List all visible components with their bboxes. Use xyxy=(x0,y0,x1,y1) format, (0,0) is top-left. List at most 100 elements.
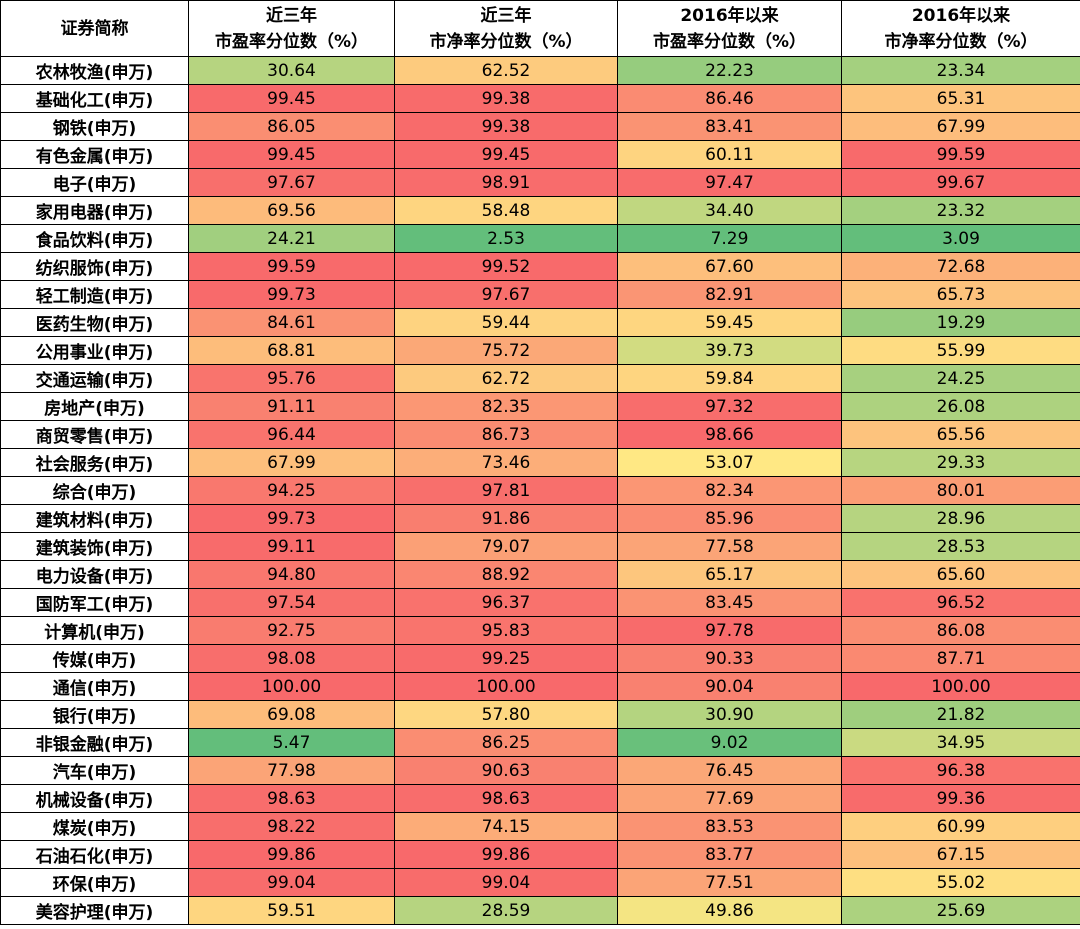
table-row: 电力设备(申万) 94.80 88.92 65.17 65.60 xyxy=(0,560,1080,589)
percentile-value-cell: 65.17 xyxy=(617,560,842,589)
percentile-value-cell: 83.45 xyxy=(617,588,842,617)
industry-name-cell: 汽车(申万) xyxy=(0,756,189,785)
percentile-value-cell: 97.54 xyxy=(188,588,395,617)
percentile-value-cell: 92.75 xyxy=(188,616,395,645)
percentile-value-cell: 55.99 xyxy=(841,336,1080,365)
industry-name-cell: 传媒(申万) xyxy=(0,644,189,673)
percentile-value-cell: 84.61 xyxy=(188,308,395,337)
industry-name-cell: 美容护理(申万) xyxy=(0,896,189,925)
header-row: 证券简称 近三年 市盈率分位数（%） 近三年 市净率分位数（%） 2016年以来 市盈率分位… xyxy=(0,0,1080,57)
percentile-value-cell: 24.21 xyxy=(188,224,395,253)
industry-name-cell: 综合(申万) xyxy=(0,476,189,505)
percentile-value-cell: 19.29 xyxy=(841,308,1080,337)
column-header-line: 市净率分位数（%） xyxy=(429,31,583,52)
percentile-value-cell: 77.69 xyxy=(617,784,842,813)
table-row: 银行(申万) 69.08 57.80 30.90 21.82 xyxy=(0,700,1080,729)
percentile-value-cell: 60.99 xyxy=(841,812,1080,841)
table-row: 建筑材料(申万) 99.73 91.86 85.96 28.96 xyxy=(0,504,1080,533)
percentile-value-cell: 96.37 xyxy=(394,588,618,617)
percentile-value-cell: 30.90 xyxy=(617,700,842,729)
industry-name-cell: 建筑装饰(申万) xyxy=(0,532,189,561)
percentile-value-cell: 2.53 xyxy=(394,224,618,253)
percentile-value-cell: 65.60 xyxy=(841,560,1080,589)
percentile-value-cell: 88.92 xyxy=(394,560,618,589)
column-header-line: 近三年 xyxy=(480,5,532,26)
percentile-value-cell: 28.59 xyxy=(394,896,618,925)
percentile-value-cell: 82.34 xyxy=(617,476,842,505)
percentile-value-cell: 77.98 xyxy=(188,756,395,785)
percentile-value-cell: 98.63 xyxy=(394,784,618,813)
table-row: 机械设备(申万) 98.63 98.63 77.69 99.36 xyxy=(0,784,1080,813)
percentile-value-cell: 67.60 xyxy=(617,252,842,281)
percentile-value-cell: 100.00 xyxy=(394,672,618,701)
industry-name-cell: 有色金属(申万) xyxy=(0,140,189,169)
percentile-value-cell: 69.08 xyxy=(188,700,395,729)
percentile-value-cell: 99.86 xyxy=(394,840,618,869)
percentile-value-cell: 34.95 xyxy=(841,728,1080,757)
percentile-value-cell: 23.34 xyxy=(841,56,1080,85)
percentile-value-cell: 62.52 xyxy=(394,56,618,85)
percentile-value-cell: 39.73 xyxy=(617,336,842,365)
percentile-value-cell: 30.64 xyxy=(188,56,395,85)
industry-name-cell: 钢铁(申万) xyxy=(0,112,189,141)
percentile-value-cell: 86.08 xyxy=(841,616,1080,645)
percentile-value-cell: 29.33 xyxy=(841,448,1080,477)
percentile-value-cell: 99.45 xyxy=(188,140,395,169)
percentile-value-cell: 69.56 xyxy=(188,196,395,225)
industry-name-cell: 商贸零售(申万) xyxy=(0,420,189,449)
percentile-value-cell: 90.33 xyxy=(617,644,842,673)
table-row: 电子(申万) 97.67 98.91 97.47 99.67 xyxy=(0,168,1080,197)
percentile-value-cell: 86.25 xyxy=(394,728,618,757)
table-row: 基础化工(申万) 99.45 99.38 86.46 65.31 xyxy=(0,84,1080,113)
percentile-value-cell: 99.59 xyxy=(841,140,1080,169)
table-row: 汽车(申万) 77.98 90.63 76.45 96.38 xyxy=(0,756,1080,785)
industry-name-cell: 建筑材料(申万) xyxy=(0,504,189,533)
percentile-value-cell: 65.56 xyxy=(841,420,1080,449)
table-row: 家用电器(申万) 69.56 58.48 34.40 23.32 xyxy=(0,196,1080,225)
column-header-1: 近三年 市盈率分位数（%） xyxy=(188,0,395,57)
percentile-value-cell: 28.96 xyxy=(841,504,1080,533)
industry-name-cell: 公用事业(申万) xyxy=(0,336,189,365)
percentile-value-cell: 99.25 xyxy=(394,644,618,673)
percentile-value-cell: 100.00 xyxy=(841,672,1080,701)
percentile-value-cell: 79.07 xyxy=(394,532,618,561)
table-row: 国防军工(申万) 97.54 96.37 83.45 96.52 xyxy=(0,588,1080,617)
industry-name-cell: 医药生物(申万) xyxy=(0,308,189,337)
table-row: 商贸零售(申万) 96.44 86.73 98.66 65.56 xyxy=(0,420,1080,449)
percentile-value-cell: 97.32 xyxy=(617,392,842,421)
table-row: 石油石化(申万) 99.86 99.86 83.77 67.15 xyxy=(0,840,1080,869)
percentile-value-cell: 99.52 xyxy=(394,252,618,281)
percentile-value-cell: 34.40 xyxy=(617,196,842,225)
table-row: 煤炭(申万) 98.22 74.15 83.53 60.99 xyxy=(0,812,1080,841)
industry-name-cell: 机械设备(申万) xyxy=(0,784,189,813)
table-row: 食品饮料(申万) 24.21 2.53 7.29 3.09 xyxy=(0,224,1080,253)
industry-name-cell: 轻工制造(申万) xyxy=(0,280,189,309)
percentile-value-cell: 57.80 xyxy=(394,700,618,729)
percentile-value-cell: 62.72 xyxy=(394,364,618,393)
percentile-value-cell: 99.38 xyxy=(394,84,618,113)
table-row: 非银金融(申万) 5.47 86.25 9.02 34.95 xyxy=(0,728,1080,757)
percentile-value-cell: 21.82 xyxy=(841,700,1080,729)
column-header-2: 近三年市净率分位数（%） xyxy=(394,0,618,57)
industry-name-cell: 计算机(申万) xyxy=(0,616,189,645)
column-header-4: 2016年以来 市净率分位数（%） xyxy=(841,0,1080,57)
percentile-value-cell: 99.67 xyxy=(841,168,1080,197)
percentile-value-cell: 91.11 xyxy=(188,392,395,421)
industry-name-cell: 农林牧渔(申万) xyxy=(0,56,189,85)
column-header-3: 2016年以来 市盈率分位数（%） xyxy=(617,0,842,57)
percentile-value-cell: 82.35 xyxy=(394,392,618,421)
percentile-value-cell: 98.63 xyxy=(188,784,395,813)
percentile-value-cell: 9.02 xyxy=(617,728,842,757)
percentile-value-cell: 65.73 xyxy=(841,280,1080,309)
percentile-value-cell: 26.08 xyxy=(841,392,1080,421)
table-row: 社会服务(申万) 67.99 73.46 53.07 29.33 xyxy=(0,448,1080,477)
percentile-value-cell: 95.76 xyxy=(188,364,395,393)
percentile-value-cell: 94.25 xyxy=(188,476,395,505)
table-row: 公用事业(申万) 68.81 75.72 39.73 55.99 xyxy=(0,336,1080,365)
industry-name-cell: 石油石化(申万) xyxy=(0,840,189,869)
percentile-value-cell: 24.25 xyxy=(841,364,1080,393)
percentile-value-cell: 98.91 xyxy=(394,168,618,197)
percentile-value-cell: 99.36 xyxy=(841,784,1080,813)
column-header-line: 2016年以来 xyxy=(911,5,1011,26)
